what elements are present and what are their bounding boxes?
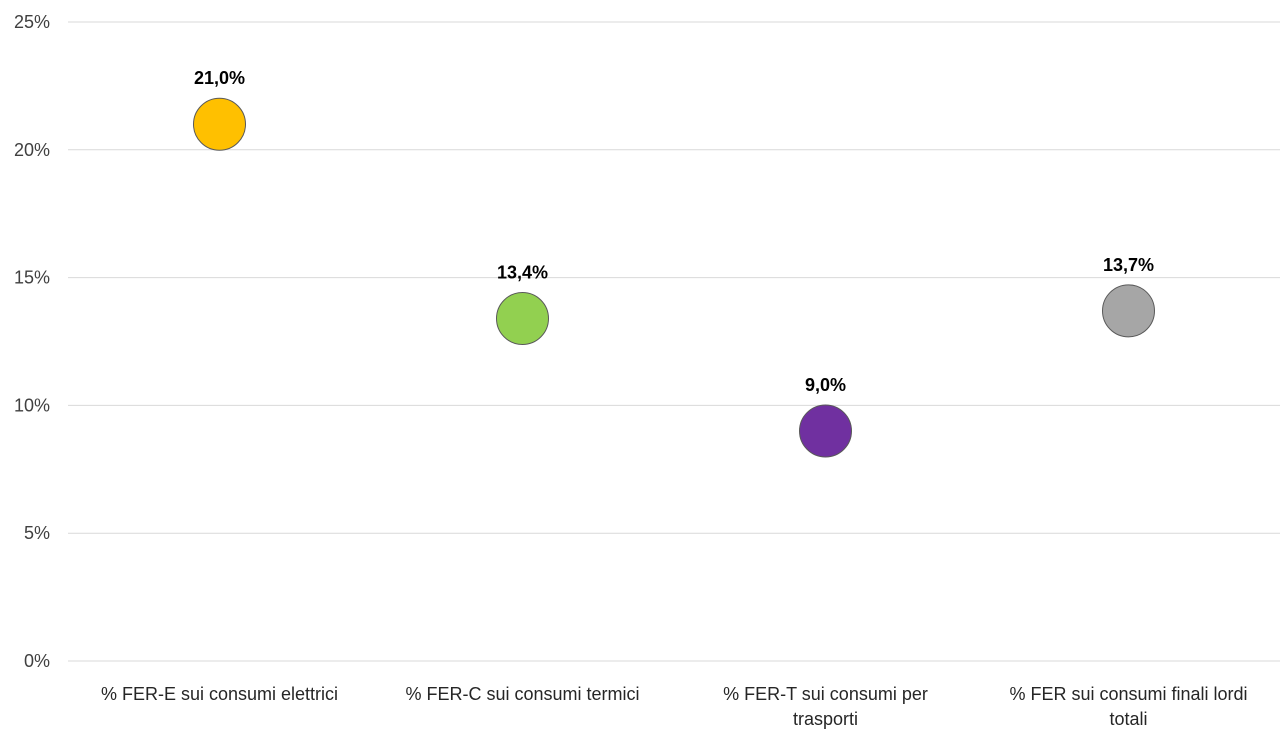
y-tick-label: 20% (14, 140, 50, 160)
data-point (193, 97, 246, 151)
y-tick-label: 10% (14, 395, 50, 415)
x-axis-category-labels: % FER-E sui consumi elettrici % FER-C sui… (101, 684, 1248, 729)
data-point (799, 404, 852, 458)
data-label: 13,7% (1103, 255, 1154, 275)
data-point (496, 291, 549, 345)
data-points (193, 97, 1155, 458)
y-tick-label: 15% (14, 268, 50, 288)
data-label: 13,4% (497, 262, 548, 282)
y-tick-label: 5% (24, 523, 50, 543)
x-category-label: % FER-C sui consumi termici (405, 684, 639, 704)
gridlines (68, 21, 1280, 662)
data-point (1102, 284, 1155, 338)
y-tick-label: 0% (24, 651, 50, 671)
x-category-label: % FER-E sui consumi elettrici (101, 684, 338, 704)
y-axis-tick-labels: 0% 5% 10% 15% 20% 25% (14, 12, 50, 671)
data-labels: 21,0% 13,4% 9,0% 13,7% (194, 68, 1154, 395)
data-label: 9,0% (805, 375, 846, 395)
x-category-label: % FER-T sui consumi per trasporti (723, 684, 928, 729)
x-category-label: % FER sui consumi finali lordi totali (1009, 684, 1247, 729)
data-label: 21,0% (194, 68, 245, 88)
y-tick-label: 25% (14, 12, 50, 32)
